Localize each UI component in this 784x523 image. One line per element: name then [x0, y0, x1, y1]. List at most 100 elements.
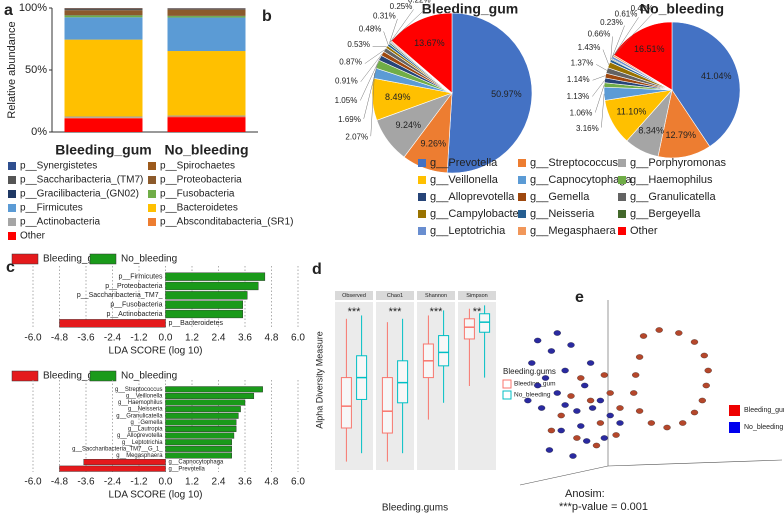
facet-title: Simpson	[466, 293, 487, 299]
bar-segment	[64, 8, 143, 9]
leader-line	[370, 73, 375, 137]
bar-label: p__Fusobacteria	[110, 302, 162, 309]
slice-label: 0.87%	[339, 58, 362, 67]
bar-label: p__Firmicutes	[119, 274, 163, 281]
box	[479, 313, 491, 333]
bar	[165, 439, 232, 446]
point	[655, 327, 663, 333]
leader-line	[363, 64, 378, 119]
legend-label: Bleeding_gum	[43, 254, 107, 265]
bar	[165, 281, 259, 291]
bar-segment	[167, 51, 246, 116]
slice-label: 1.13%	[567, 92, 590, 101]
point	[690, 409, 699, 416]
x-tick-label: 6.0	[291, 333, 305, 344]
legend-swatch	[518, 210, 526, 218]
bar	[165, 272, 266, 281]
x-axis-label: LDA SCORE (log 10)	[109, 490, 203, 501]
legend-label: p__Bacteroidetes	[160, 203, 238, 214]
bar-label: p__Actinobacteria	[106, 311, 162, 318]
point	[545, 447, 554, 453]
point	[632, 372, 640, 378]
facet-strip	[458, 291, 496, 300]
facet-panel	[458, 302, 496, 470]
legend-label: p__Spirochaetes	[160, 161, 235, 172]
y-tick-label: 50%	[25, 64, 47, 76]
bar-segment	[167, 17, 246, 52]
legend-swatch	[148, 204, 156, 212]
legend-swatch	[89, 370, 117, 382]
x-tick-label: 2.4	[212, 333, 226, 344]
legend-swatch	[418, 159, 426, 167]
point	[616, 405, 624, 411]
bar-label: p__Bacteroidetes	[169, 320, 224, 327]
slice-label: 1.37%	[571, 59, 594, 68]
annotation: Anosim:	[565, 488, 605, 500]
legend-swatch	[89, 253, 117, 265]
facet-panel	[417, 302, 455, 470]
point	[635, 408, 644, 414]
point	[583, 438, 591, 444]
legend-label: p__Synergistetes	[20, 161, 97, 172]
legend-swatch	[11, 253, 39, 265]
box	[463, 318, 475, 340]
point	[700, 352, 708, 359]
legend-label: Other	[20, 231, 46, 242]
slice-label: 3.16%	[576, 124, 599, 133]
legend-swatch	[729, 422, 740, 433]
point	[528, 360, 536, 366]
slice-label: 0.25%	[390, 2, 413, 11]
legend-swatch	[502, 390, 512, 400]
slice-label: 9.24%	[396, 120, 422, 130]
legend-swatch	[8, 176, 16, 184]
y-tick-label: 100%	[19, 2, 47, 14]
bar	[165, 426, 237, 432]
x-tick-label: 1.2	[185, 333, 199, 344]
point	[573, 408, 581, 414]
x-tick-label: -2.4	[104, 477, 122, 488]
bar-segment	[167, 116, 246, 118]
bar-segment	[167, 115, 246, 117]
leader-line	[592, 75, 606, 81]
legend-label: p__Firmicutes	[20, 203, 83, 214]
bar-segment	[64, 10, 143, 16]
point	[630, 390, 638, 396]
bar-label: g__Veillonella	[126, 394, 163, 400]
legend-swatch	[518, 159, 526, 167]
point	[588, 405, 597, 411]
legend-label: p__Saccharibacteria_(TM7)	[20, 175, 143, 186]
legend-swatch	[8, 204, 16, 212]
panel-letter: c	[6, 259, 15, 276]
box	[340, 377, 352, 429]
legend-swatch	[148, 162, 156, 170]
bar-label: g__Streptococcus	[115, 387, 163, 393]
legend-label: g__Neisseria	[530, 208, 595, 220]
x-tick-label: 3.6	[238, 477, 252, 488]
facet-strip	[376, 291, 414, 300]
bar	[59, 465, 166, 472]
legend-swatch	[148, 190, 156, 198]
x-tick-label: 2.4	[212, 477, 226, 488]
point	[679, 420, 687, 426]
x-tick-label: -6.0	[24, 333, 42, 344]
pie-title: Bleeding_gum	[422, 1, 518, 17]
slice-label: 11.10%	[616, 107, 646, 117]
x-tick-label: -6.0	[24, 477, 42, 488]
point	[567, 393, 575, 399]
facet-strip	[335, 291, 373, 300]
legend-swatch	[418, 176, 426, 184]
legend-label: g__Veillonella	[430, 174, 499, 186]
slice-label: 8.34%	[638, 126, 664, 136]
slice-label: 0.22%	[408, 0, 431, 5]
legend-swatch	[618, 176, 626, 184]
legend-swatch	[518, 193, 526, 201]
slice-label: 12.79%	[665, 130, 696, 140]
x-tick-label: 0.0	[159, 333, 173, 344]
leader-line	[602, 49, 610, 65]
bar-segment	[64, 118, 143, 132]
slice-label: 1.14%	[567, 75, 590, 84]
legend-swatch	[11, 370, 39, 382]
bar	[165, 386, 263, 393]
leader-line	[364, 49, 385, 64]
legend-swatch	[502, 379, 512, 389]
